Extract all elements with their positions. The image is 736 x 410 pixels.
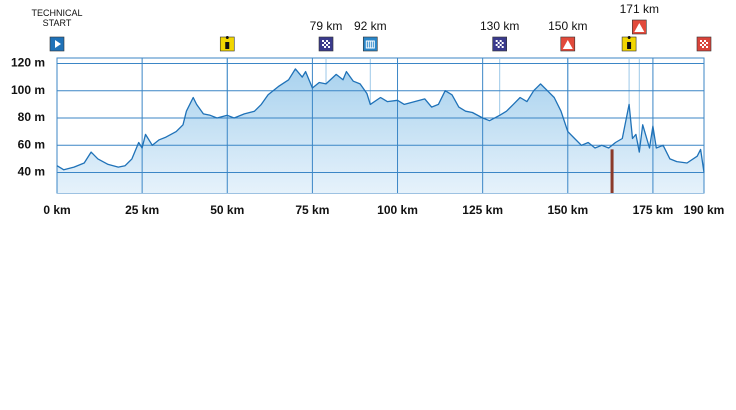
icon-part [324,46,327,48]
marker-label: 92 km [354,19,387,33]
marker-icon [492,36,507,52]
elevation-line [56,68,705,173]
marker-icon [219,36,235,52]
y-tick-label: 60 m [18,137,45,151]
marker-icon [318,36,334,52]
icon-part [225,36,230,49]
icon-part [634,23,645,32]
icon-part [704,40,706,42]
icon-part [324,42,327,44]
icon-part [499,44,502,46]
x-tick-label: 175 km [633,203,674,217]
icon-part [501,42,504,44]
icon-part [55,40,61,48]
x-tick-label: 25 km [125,203,159,217]
x-tick-label: 190 km [684,203,725,217]
x-tick-label: 100 km [377,203,418,217]
icon-part [495,40,498,42]
icon-part [700,40,702,42]
icon-part [328,46,331,48]
icon-part [702,42,704,44]
icon-part [365,40,375,49]
icon-part [700,44,702,46]
icon-part [499,40,502,42]
icon-part [497,46,500,48]
icon-part [328,42,331,44]
icon-part [501,46,504,48]
icon-part [495,44,498,46]
icon-part [706,46,708,48]
x-tick-label: 0 km [43,203,70,217]
marker-label: 79 km [310,19,343,33]
marker-label: 150 km [548,19,587,33]
y-tick-label: 120 m [11,56,45,70]
icon-part [706,42,708,44]
marker-icon [696,36,712,52]
icon-part [322,40,325,42]
start-label: TECHNICAL START [31,8,83,28]
elevation-area [57,68,704,193]
icon-part [497,42,500,44]
marker-icon [362,36,378,52]
x-tick-label: 75 km [295,203,329,217]
y-tick-label: 80 m [18,110,45,124]
icon-part [326,44,329,46]
marker-label: 171 km [620,2,659,16]
y-tick-label: 40 m [18,165,45,179]
y-tick-label: 100 m [11,83,45,97]
marker-icon [560,36,576,52]
distance-bar [610,149,614,193]
marker-label: 130 km [480,19,519,33]
x-tick-label: 150 km [547,203,588,217]
icon-part [326,40,329,42]
icon-part [627,36,632,49]
icon-part [702,46,704,48]
marker-icon [49,36,65,52]
icon-part [704,44,706,46]
x-tick-label: 50 km [210,203,244,217]
marker-icon [631,19,647,35]
marker-icon [621,36,637,52]
icon-part [322,44,325,46]
x-tick-label: 125 km [462,203,503,217]
icon-part [562,40,573,49]
